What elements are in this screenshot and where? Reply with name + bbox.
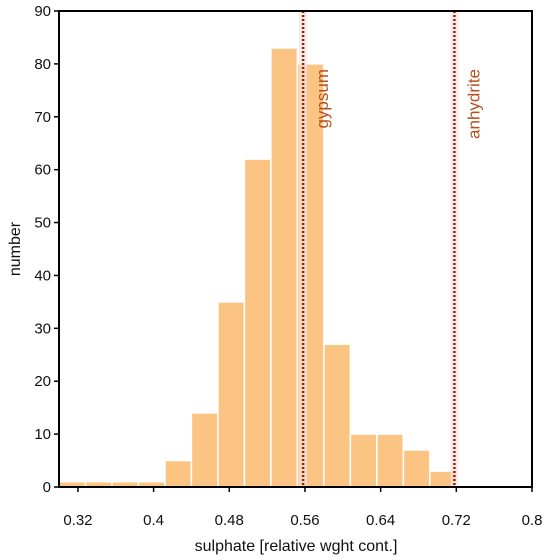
x-axis-label: sulphate [relative wght cont.]	[195, 538, 398, 555]
histogram-bar-6	[217, 301, 246, 488]
y-tick-label: 30	[34, 320, 51, 337]
x-tick-label: 0.56	[290, 512, 319, 529]
y-tick-label: 80	[34, 56, 51, 73]
bars-group	[58, 47, 458, 488]
reference-label-anhydrite: anhydrite	[464, 69, 483, 139]
y-axis-ticks: 0 10 20 30 40 50 60 70 80 90	[34, 3, 59, 496]
y-axis-label: number	[7, 221, 24, 276]
histogram-bar-4	[164, 459, 193, 488]
y-tick-label: 20	[34, 373, 51, 390]
y-tick-label: 70	[34, 109, 51, 126]
histogram-bar-11	[349, 433, 378, 488]
y-tick-label: 90	[34, 3, 51, 20]
histogram-bar-12	[376, 433, 405, 488]
histogram-bar-5	[190, 412, 219, 488]
y-tick-label: 40	[34, 267, 51, 284]
x-tick-label: 0.64	[366, 512, 395, 529]
x-tick-label: 0.4	[143, 512, 164, 529]
histogram-bar-13	[402, 449, 431, 488]
plot-frame	[58, 10, 533, 488]
reference-lines-group: gypsum anhydrite	[299, 11, 483, 487]
x-tick-label: 0.72	[442, 512, 471, 529]
y-tick-label: 10	[34, 426, 51, 443]
reference-label-gypsum: gypsum	[313, 69, 332, 129]
y-tick-label: 60	[34, 162, 51, 179]
y-tick-label: 0	[43, 479, 51, 496]
y-tick-label: 50	[34, 215, 51, 232]
histogram-bar-7	[243, 158, 272, 488]
histogram-bar-8	[270, 47, 299, 488]
x-tick-label: 0.8	[522, 512, 543, 529]
x-tick-label: 0.32	[63, 512, 92, 529]
x-tick-label: 0.48	[215, 512, 244, 529]
x-axis-ticks: 0.32 0.4 0.48 0.56 0.64 0.72 0.8	[63, 487, 542, 529]
histogram-bar-10	[323, 343, 352, 488]
